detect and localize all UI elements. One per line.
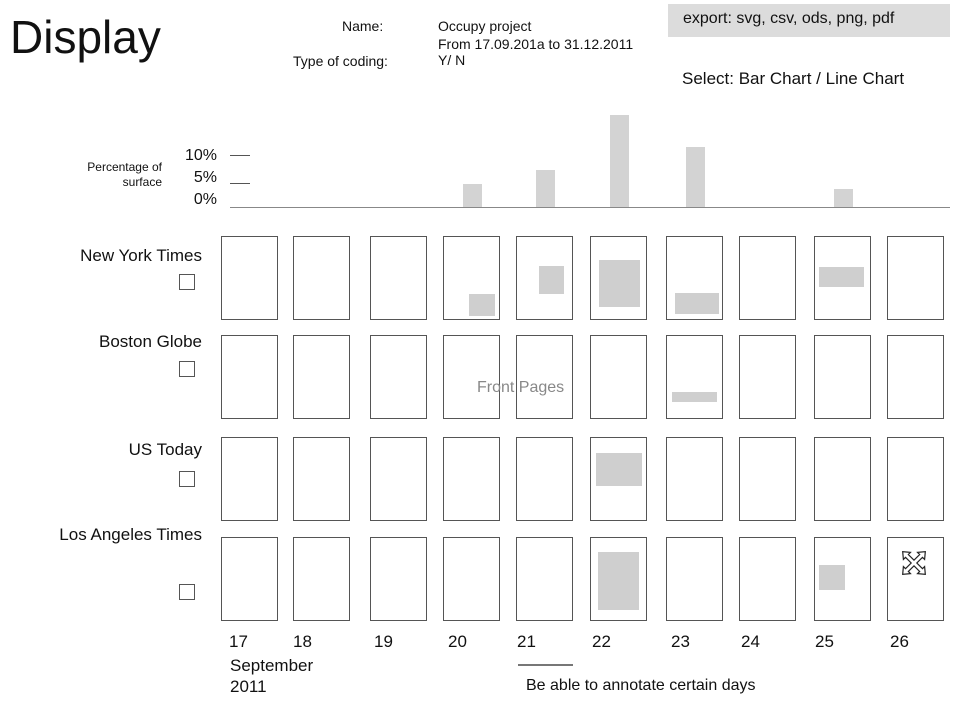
front-page-thumbnail[interactable]	[814, 437, 871, 521]
front-page-thumbnail[interactable]	[516, 537, 573, 621]
front-page-thumbnail[interactable]	[443, 437, 500, 521]
front-page-thumbnail[interactable]	[370, 437, 427, 521]
front-page-thumbnail[interactable]	[666, 437, 723, 521]
front-page-thumbnail[interactable]	[443, 236, 500, 320]
front-page-thumbnail[interactable]	[516, 335, 573, 419]
day-label: 22	[592, 632, 611, 651]
coded-area	[595, 452, 642, 486]
date-range: From 17.09.201a to 31.12.2011	[438, 36, 634, 52]
front-page-thumbnail[interactable]	[293, 335, 350, 419]
move-arrows-icon[interactable]	[896, 545, 932, 581]
coded-area	[818, 565, 845, 591]
coded-area	[597, 551, 640, 611]
coded-area	[671, 391, 718, 403]
bar-day-23[interactable]	[685, 147, 705, 207]
day-label: 19	[374, 632, 393, 651]
front-page-thumbnail[interactable]	[516, 437, 573, 521]
day-label: 24	[741, 632, 760, 651]
export-options-button[interactable]: export: svg, csv, ods, png, pdf	[668, 4, 950, 37]
front-page-thumbnail[interactable]	[887, 335, 944, 419]
day-label: 20	[448, 632, 467, 651]
paper-label: New York Times	[80, 246, 202, 265]
day-label: 17	[229, 632, 248, 651]
paper-checkbox[interactable]	[179, 361, 195, 377]
front-page-thumbnail[interactable]	[221, 537, 278, 621]
front-page-thumbnail[interactable]	[666, 537, 723, 621]
front-page-thumbnail[interactable]	[666, 335, 723, 419]
chart-type-selector[interactable]: Select: Bar Chart / Line Chart	[682, 69, 905, 88]
month-label: September	[230, 656, 314, 675]
front-page-thumbnail[interactable]	[443, 537, 500, 621]
page-title: Display	[10, 11, 161, 63]
front-page-thumbnail[interactable]	[739, 537, 796, 621]
bar-day-21[interactable]	[535, 170, 555, 207]
y-tick-5	[230, 183, 250, 184]
paper-checkbox[interactable]	[179, 584, 195, 600]
coded-area	[469, 294, 495, 316]
coded-area	[539, 265, 565, 295]
chart-baseline	[230, 207, 950, 208]
coding-label: Type of coding:	[293, 53, 388, 69]
front-page-thumbnail[interactable]	[293, 437, 350, 521]
y-tick-10	[230, 155, 250, 156]
front-page-thumbnail[interactable]	[590, 437, 647, 521]
front-pages-label: Front Pages	[477, 379, 565, 396]
paper-label: Los Angeles Times	[59, 525, 202, 544]
y-tick-label-0: 0%	[193, 191, 217, 208]
annotation-note: Be able to annotate certain days	[526, 677, 756, 694]
day-label: 21	[517, 632, 536, 651]
day-label: 18	[293, 632, 312, 651]
front-page-thumbnail[interactable]	[370, 537, 427, 621]
front-page-thumbnail[interactable]	[293, 236, 350, 320]
bar-day-25[interactable]	[833, 188, 853, 207]
paper-label: Boston Globe	[98, 332, 202, 351]
front-page-thumbnail[interactable]	[590, 335, 647, 419]
project-name: Occupy project	[438, 18, 532, 34]
month-year-label: September 2011	[230, 655, 313, 697]
y-tick-label-10: 10%	[184, 147, 217, 164]
front-page-thumbnail[interactable]	[221, 335, 278, 419]
front-page-thumbnail[interactable]	[739, 335, 796, 419]
front-page-thumbnail[interactable]	[293, 537, 350, 621]
paper-checkbox[interactable]	[179, 471, 195, 487]
front-page-thumbnail[interactable]	[814, 236, 871, 320]
front-page-thumbnail[interactable]	[814, 537, 871, 621]
y-tick-label-5: 5%	[193, 169, 217, 186]
annotation-marker[interactable]	[518, 664, 573, 666]
coded-area	[675, 292, 719, 315]
front-page-thumbnail[interactable]	[370, 236, 427, 320]
front-page-thumbnail[interactable]	[221, 437, 278, 521]
bar-day-22[interactable]	[609, 115, 629, 207]
bar-day-20[interactable]	[462, 184, 482, 207]
front-page-thumbnail[interactable]	[887, 537, 944, 621]
front-page-thumbnail[interactable]	[590, 537, 647, 621]
coding-value: Y/ N	[438, 52, 466, 68]
chart-y-label: Percentage of surface	[87, 160, 162, 189]
front-page-thumbnail[interactable]	[739, 437, 796, 521]
front-page-thumbnail[interactable]	[443, 335, 500, 419]
day-label: 23	[671, 632, 690, 651]
day-label: 25	[815, 632, 834, 651]
coded-area	[818, 266, 865, 288]
front-page-thumbnail[interactable]	[887, 236, 944, 320]
paper-label: US Today	[128, 440, 202, 459]
coded-area	[599, 259, 640, 307]
name-label: Name:	[342, 18, 384, 34]
front-page-thumbnail[interactable]	[739, 236, 796, 320]
front-page-thumbnail[interactable]	[666, 236, 723, 320]
day-label: 26	[890, 632, 909, 651]
front-page-thumbnail[interactable]	[590, 236, 647, 320]
front-page-thumbnail[interactable]	[516, 236, 573, 320]
front-page-thumbnail[interactable]	[221, 236, 278, 320]
year-label: 2011	[230, 677, 267, 696]
paper-checkbox[interactable]	[179, 274, 195, 290]
front-page-thumbnail[interactable]	[814, 335, 871, 419]
front-page-thumbnail[interactable]	[887, 437, 944, 521]
front-page-thumbnail[interactable]	[370, 335, 427, 419]
